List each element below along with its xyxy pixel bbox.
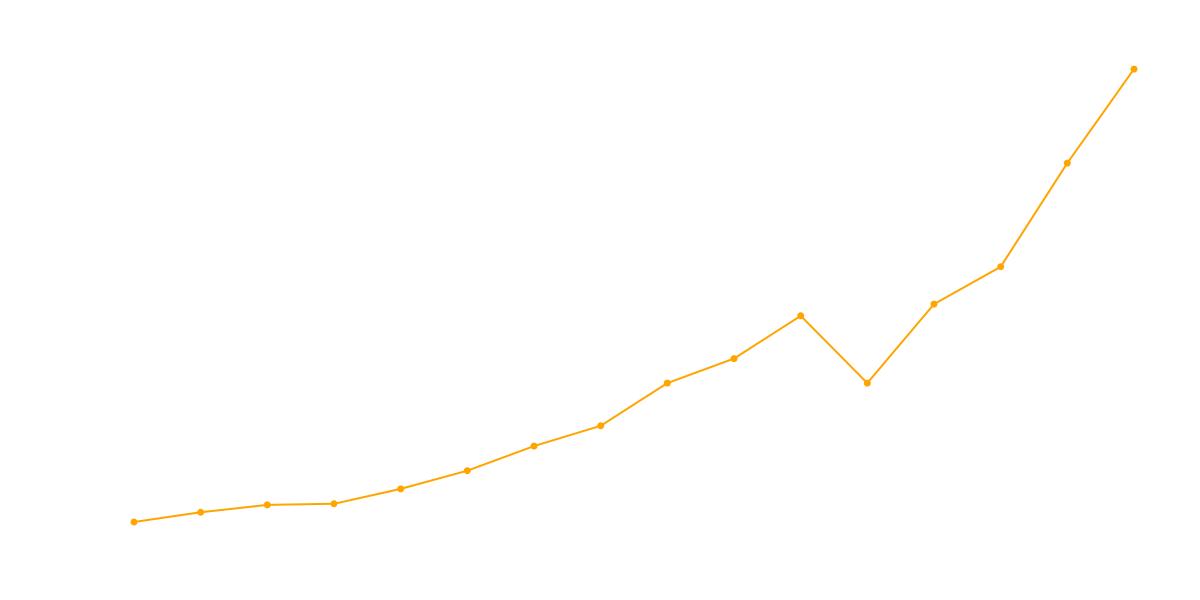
series-line-0 [133,68,1135,523]
data-point-0-7 [597,422,605,430]
data-point-0-15 [1130,65,1138,73]
data-point-0-13 [997,263,1005,271]
data-point-0-12 [930,300,938,308]
data-point-0-4 [397,485,405,493]
data-point-0-9 [730,355,738,363]
data-point-0-5 [463,467,471,475]
data-point-0-0 [130,518,138,526]
data-point-0-14 [1063,159,1071,167]
data-point-0-11 [863,379,871,387]
data-point-0-3 [330,500,338,508]
data-point-0-8 [663,379,671,387]
series-layer [130,65,1138,526]
data-point-0-1 [197,508,205,516]
data-point-0-6 [530,442,538,450]
data-point-0-10 [797,312,805,320]
data-point-0-2 [263,501,271,509]
